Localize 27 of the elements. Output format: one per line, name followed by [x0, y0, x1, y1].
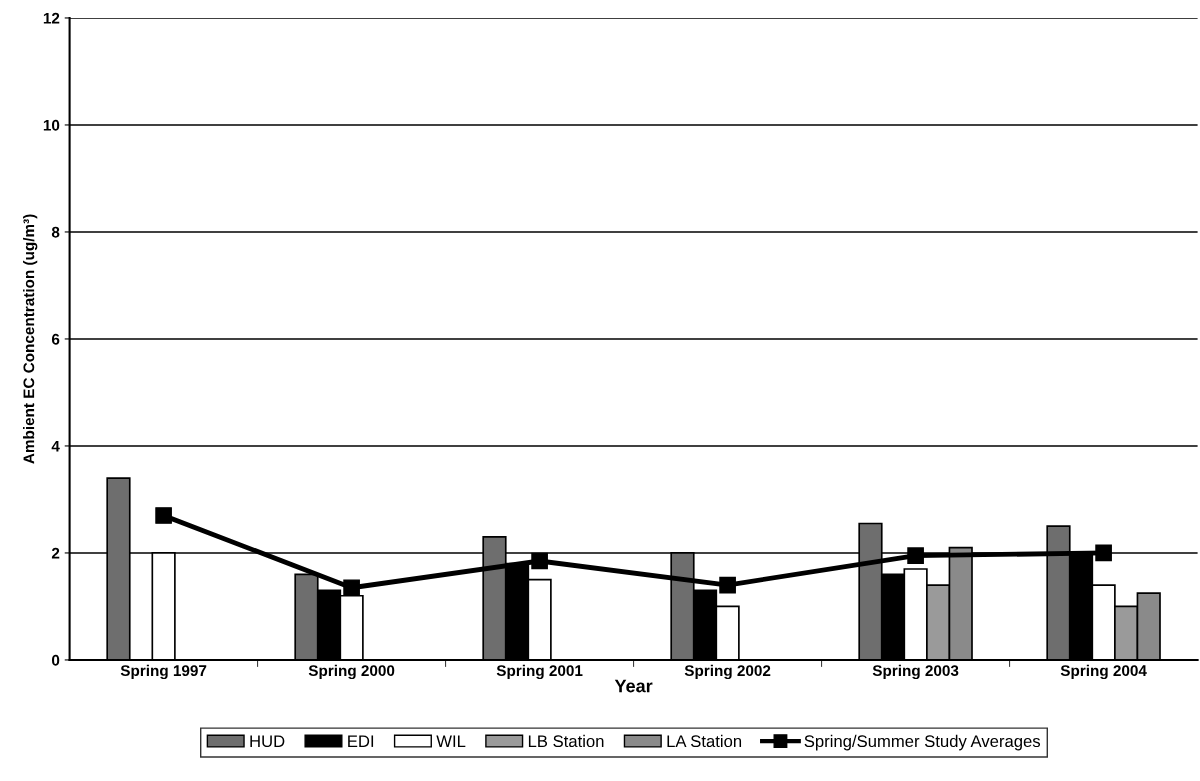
- legend-label: Spring/Summer Study Averages: [804, 734, 1041, 751]
- x-tick-label: Spring 2001: [496, 664, 583, 680]
- legend-label: LB Station: [528, 734, 604, 748]
- x-tick-label: Spring 1997: [120, 664, 207, 680]
- point: [1095, 544, 1112, 562]
- point: [343, 579, 360, 597]
- y-tick-label: 6: [51, 333, 60, 345]
- x-axis-title: Year: [614, 679, 653, 693]
- point: [719, 576, 736, 594]
- x-tick-label: Spring 2003: [872, 664, 959, 680]
- point: [531, 552, 548, 570]
- y-tick-label: 4: [51, 440, 60, 452]
- y-tick-label: 12: [43, 12, 60, 24]
- legend-label: HUD: [250, 735, 285, 748]
- y-tick-label: 10: [43, 119, 60, 131]
- y-tick-label: 8: [51, 226, 60, 238]
- legend-label: WIL: [436, 735, 466, 747]
- point: [907, 547, 924, 564]
- y-tick-label: 2: [51, 547, 60, 559]
- point: [155, 507, 172, 524]
- x-tick-label: Spring 2004: [1060, 664, 1147, 680]
- x-tick-label: Spring 2000: [308, 664, 395, 680]
- x-tick-label: Spring 2002: [684, 664, 771, 680]
- legend-label: LA Station: [667, 734, 742, 748]
- y-axis-title: Ambient EC Concentration (ug/m³): [23, 214, 38, 464]
- legend-label: EDI: [348, 735, 374, 747]
- y-tick-label: 0: [51, 654, 60, 666]
